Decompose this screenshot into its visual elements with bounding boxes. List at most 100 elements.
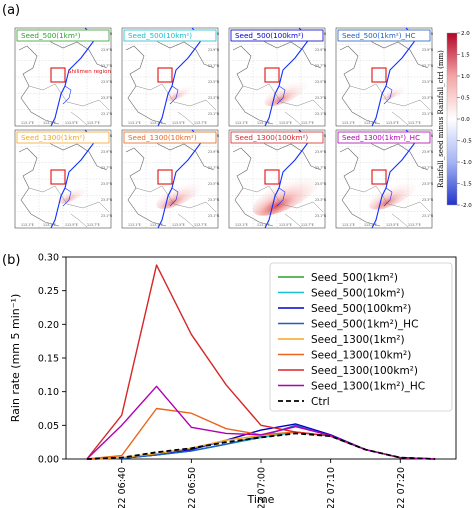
- boundary-line: [391, 213, 409, 228]
- longitude-label: 113.3°E: [43, 223, 56, 227]
- panel-a-label: (a): [2, 3, 20, 18]
- colorbar-tick-label: -1.0: [461, 160, 472, 166]
- river-branch: [276, 187, 286, 207]
- longitude-label: 113.5°E: [279, 121, 292, 125]
- latitude-label: 23.7°N: [315, 166, 327, 170]
- colorbar-tick-label: 0.5: [461, 96, 470, 102]
- latitude-label: 23.7°N: [208, 166, 220, 170]
- latitude-label: 23.5°N: [101, 80, 113, 84]
- longitude-label: 113.7°E: [408, 223, 421, 227]
- boundary-line: [339, 147, 381, 227]
- river-branch: [276, 85, 286, 105]
- longitude-label: 113.5°E: [65, 121, 78, 125]
- x-axis-ticks: 22 06:40 22 06:50 22 07:00 22 07:10 22 07:20: [117, 459, 407, 508]
- map-panel: 24.1°N23.9°N23.7°N23.5°N23.3°N23.1°N113.…: [14, 129, 113, 229]
- map-panel: 24.1°N23.9°N23.7°N23.5°N23.3°N23.1°N113.…: [228, 129, 327, 229]
- colorbar: 2.0 1.5 1.0 0.5 0.0 -0.5 -1.0 -1.5 -2.0 Rainfall…: [437, 31, 472, 209]
- longitude-label: 113.3°E: [43, 121, 56, 125]
- x-axis-title: Time: [247, 493, 275, 506]
- colorbar-tick-label: -0.5: [461, 139, 472, 145]
- longitude-label: 113.5°E: [386, 223, 399, 227]
- rainfall-difference-plume: [57, 184, 89, 204]
- legend-entry: Seed_1300(1km²)_HC: [311, 381, 425, 393]
- latitude-label: 23.9°N: [101, 48, 113, 52]
- map-title-box: [337, 29, 431, 42]
- longitude-label: 113.5°E: [279, 223, 292, 227]
- colorbar-tick-label: 1.0: [461, 74, 470, 80]
- latitude-label: 23.5°N: [315, 80, 327, 84]
- longitude-label: 113.1°E: [128, 223, 141, 227]
- boundary-line: [242, 83, 324, 111]
- series-line: [86, 432, 436, 460]
- longitude-label: 113.3°E: [257, 121, 270, 125]
- map-panel: 24.1°N23.9°N23.7°N23.5°N23.3°N23.1°N113.…: [14, 27, 113, 127]
- boundary-line: [28, 185, 110, 213]
- river-branch: [169, 85, 179, 105]
- rainfall-difference-plume: [252, 172, 322, 216]
- map-panel: 24.1°N23.9°N23.7°N23.5°N23.3°N23.1°N113.…: [335, 129, 434, 229]
- longitude-label: 113.1°E: [235, 223, 248, 227]
- latitude-label: 23.1°N: [315, 112, 327, 116]
- region-label: Shilimen region: [68, 69, 111, 75]
- legend-entry: Seed_500(1km²)_HC: [311, 319, 418, 331]
- shilimen-region-box: [371, 169, 387, 185]
- boundary-line: [284, 213, 302, 228]
- map-title-box: [123, 29, 217, 42]
- longitude-label: 113.1°E: [128, 121, 141, 125]
- series-line: [86, 385, 436, 460]
- longitude-label: 113.7°E: [194, 223, 207, 227]
- y-tick-label: 0.00: [38, 455, 59, 466]
- boundary-line: [232, 45, 274, 125]
- shilimen-region-box: [50, 67, 66, 83]
- shilimen-region-box: [50, 169, 66, 185]
- boundary-line: [70, 213, 88, 228]
- legend-entry: Seed_500(100km²): [311, 303, 411, 315]
- longitude-label: 113.3°E: [257, 223, 270, 227]
- river-branch: [62, 187, 72, 207]
- latitude-label: 23.1°N: [101, 214, 113, 218]
- map-title-box: [16, 131, 110, 144]
- y-tick-label: 0.10: [38, 387, 59, 398]
- map-title-box: [230, 131, 324, 144]
- map-title: Seed_1300(1km²): [21, 133, 85, 142]
- latitude-label: 23.3°N: [208, 198, 220, 202]
- rainfall-difference-plume: [264, 77, 310, 107]
- boundary-line: [18, 147, 60, 227]
- map-title: Seed_1300(100km²): [235, 133, 308, 142]
- boundary-line: [44, 31, 108, 69]
- shilimen-region-box: [157, 67, 173, 83]
- rainfall-difference-plume: [380, 83, 408, 101]
- latitude-label: 23.9°N: [208, 150, 220, 154]
- series-lines: [86, 264, 436, 460]
- rainfall-difference-plume: [369, 178, 419, 210]
- latitude-label: 23.3°N: [315, 198, 327, 202]
- boundary-line: [151, 133, 215, 171]
- legend: Seed_500(1km²) Seed_500(10km²) Seed_500(10…: [269, 262, 453, 412]
- latitude-label: 23.9°N: [422, 48, 434, 52]
- latitude-label: 23.1°N: [422, 112, 434, 116]
- latitude-label: 23.9°N: [208, 48, 220, 52]
- longitude-label: 113.3°E: [150, 223, 163, 227]
- boundary-line: [365, 133, 429, 171]
- map-panel: 24.1°N23.9°N23.7°N23.5°N23.3°N23.1°N113.…: [121, 129, 220, 229]
- x-tick-label: 22 07:20: [396, 467, 407, 508]
- latitude-label: 23.3°N: [101, 96, 113, 100]
- rain-rate-chart: 0.000.050.100.150.200.250.30 22 06:40 22 …: [9, 253, 457, 508]
- latitude-label: 23.3°N: [208, 96, 220, 100]
- latitude-label: 23.5°N: [208, 182, 220, 186]
- colorbar-tick-label: 1.5: [461, 53, 470, 59]
- legend-entry: Seed_1300(100km²): [311, 365, 418, 377]
- x-tick-label: 22 07:00: [257, 467, 268, 508]
- x-tick-label: 22 07:10: [326, 467, 337, 508]
- longitude-label: 113.5°E: [172, 223, 185, 227]
- legend-entry: Ctrl: [311, 396, 330, 408]
- latitude-label: 23.1°N: [422, 214, 434, 218]
- boundary-line: [284, 111, 302, 126]
- latitude-label: 23.7°N: [422, 64, 434, 68]
- legend-entry: Seed_1300(10km²): [311, 350, 411, 362]
- boundary-line: [349, 185, 431, 213]
- colorbar-tick-label: 2.0: [461, 31, 470, 37]
- y-axis-title: Rain rate (mm 5 min⁻¹): [9, 294, 22, 422]
- map-title-box: [123, 131, 217, 144]
